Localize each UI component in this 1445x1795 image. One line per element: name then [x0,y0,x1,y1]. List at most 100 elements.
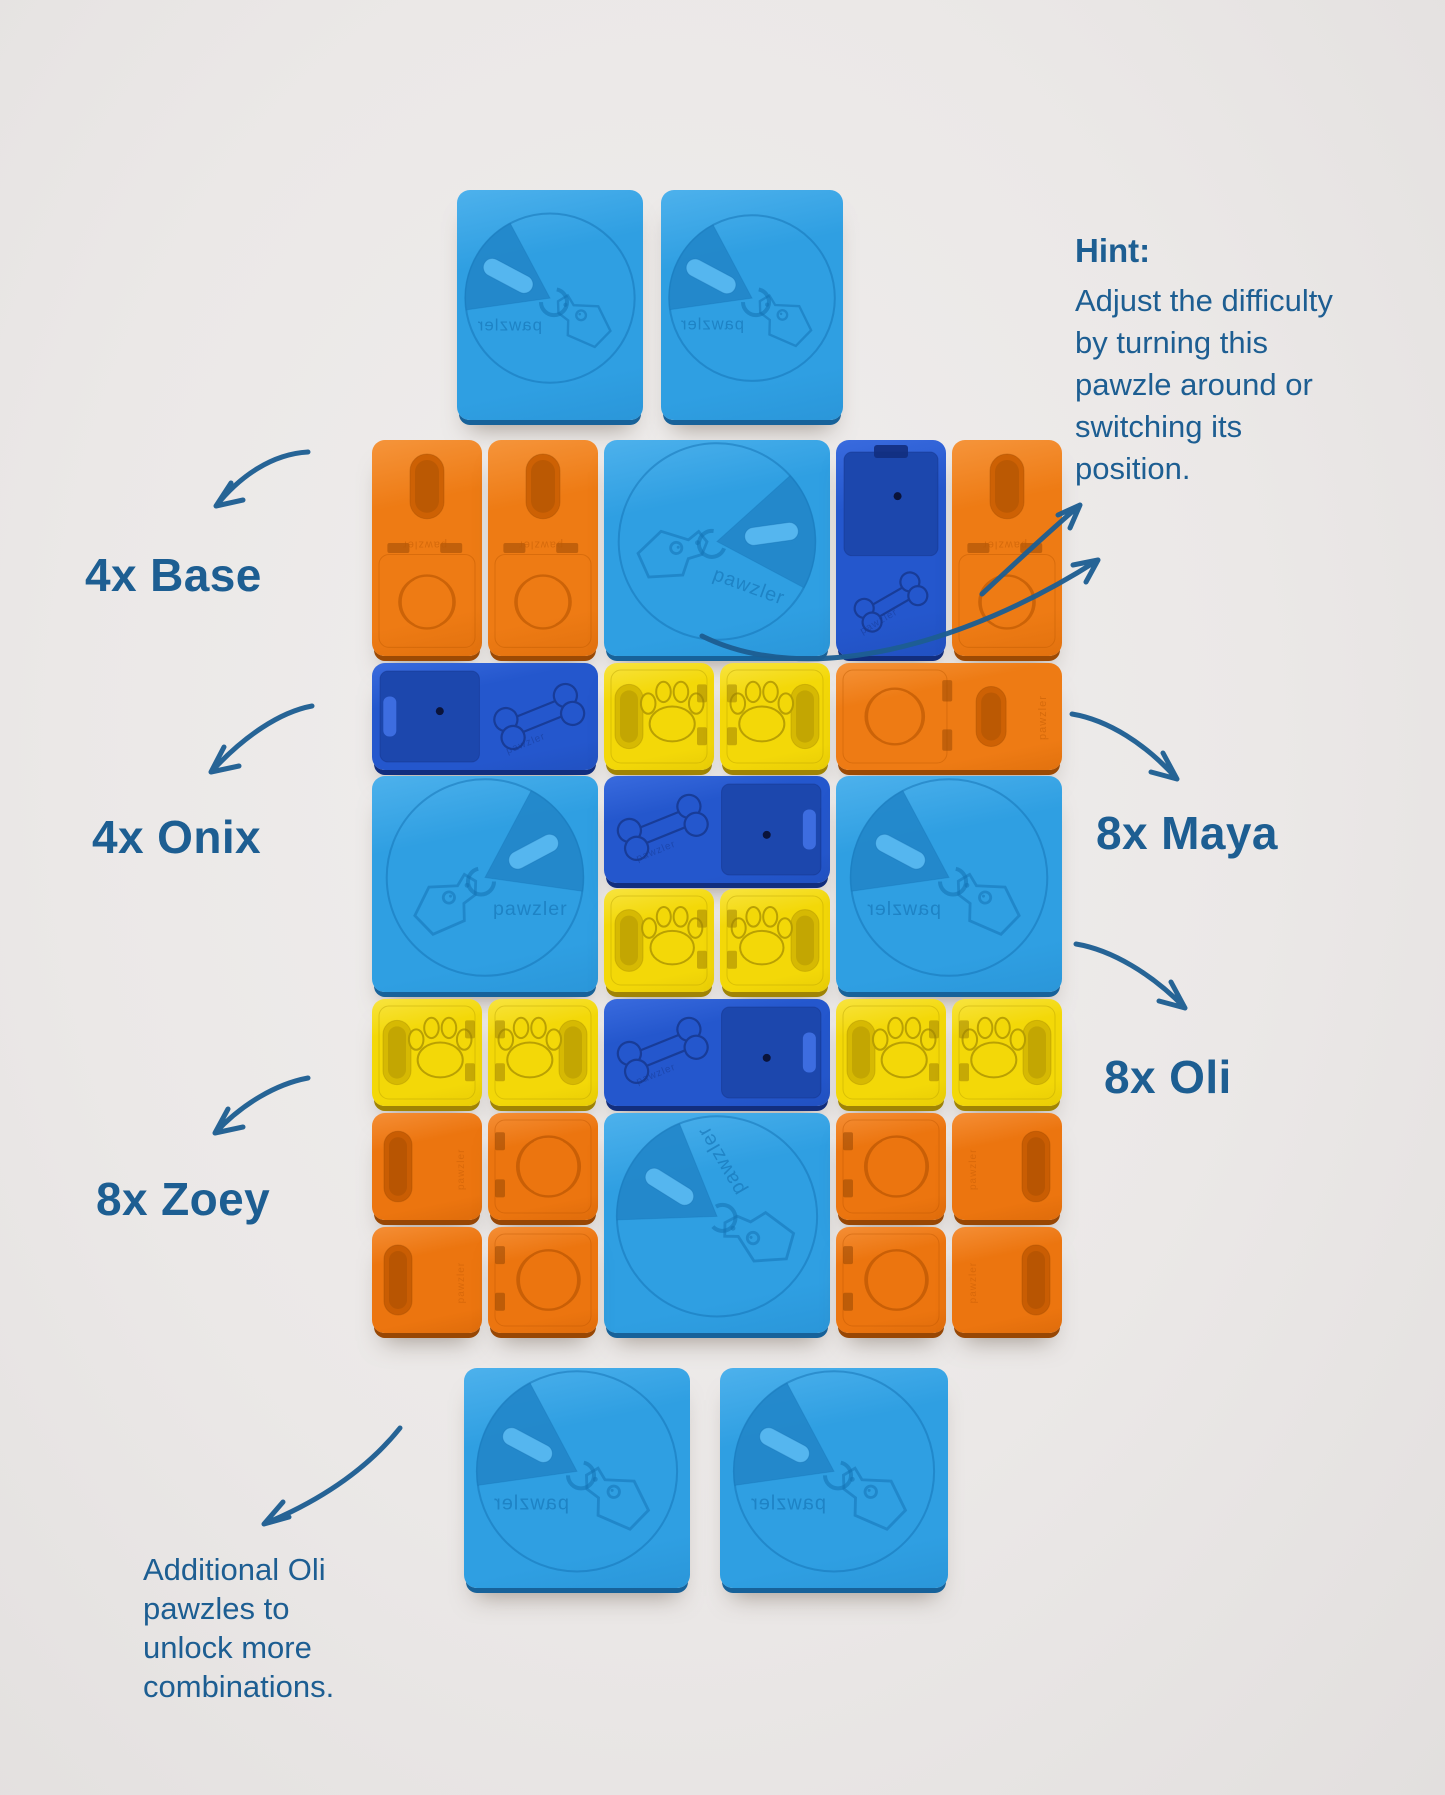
bone-icon [616,793,709,861]
tennis-ball-icon [864,687,926,746]
pawzle-zoey-piece: pawzler [372,1113,482,1220]
treat-slot [383,1130,413,1203]
tennis-ball-icon [516,1135,581,1198]
hint-line: position. [1075,451,1191,486]
hinge-icon [495,1292,505,1311]
pawzle-zoey-piece: pawzler [952,1113,1062,1220]
dial-handle [744,521,799,546]
pawzle-zoey-piece [836,1227,946,1333]
hinge-icon [929,1020,939,1039]
slide-handle [802,809,816,850]
treat-slot [1022,1019,1052,1086]
slide-handle [802,1032,816,1073]
pawzle-zoey-piece [488,1113,598,1220]
bone-icon [493,682,586,751]
pawzle-zoey-piece: pawzler [952,1227,1062,1333]
hint-line: by turning this [1075,325,1268,360]
dog-head-icon [585,1466,651,1531]
hinge-icon [556,543,579,553]
paw-print-icon [641,906,704,966]
pawzle-base-piece: pawzler [604,1113,830,1333]
pawzler-embossed-text: pawzler [968,1262,979,1303]
pawzle-zoey-piece [836,1113,946,1220]
hinge-icon [727,684,737,703]
arrow-to-note [261,1425,403,1527]
treat-slot [614,909,644,972]
note-line: pawzles to [143,1591,290,1626]
hinge-icon [697,909,707,928]
dial-handle [502,1427,553,1464]
tennis-ball-icon [514,574,572,630]
dog-head-icon [636,529,709,579]
hinge-icon [495,1132,505,1151]
hinge-icon [387,543,410,553]
hinge-icon [843,1179,853,1198]
paw-print-icon [729,680,795,743]
hinge-icon [727,727,737,746]
pawzler-embossed-text: pawzler [456,1262,467,1303]
pawzle-base-piece: pawzler [661,190,843,420]
hinge-icon [495,1063,505,1082]
pawzle-oli-piece [720,663,830,770]
hinge-icon [942,680,953,702]
pawzler-embossed-text: pawzler [456,1149,467,1190]
tennis-ball-icon [978,574,1036,630]
count-label-zoey: 8x Zoey [96,1173,271,1225]
hint-line: Adjust the difficulty [1075,283,1333,318]
pawzle-oli-piece [372,999,482,1106]
arrow-to-base [213,449,311,509]
hinge-icon [959,1063,969,1082]
note-line: unlock more [143,1630,312,1665]
arrow-to-zoey [212,1075,311,1136]
arrow-to-maya [1069,711,1180,782]
pawzle-base-piece: pawzler [372,776,598,992]
hint-text: Adjust the difficulty by turning this pawz… [1075,280,1333,490]
note-line: combinations. [143,1669,335,1704]
hinge-icon [929,1063,939,1082]
hinge-icon [959,1020,969,1039]
dial-handle [508,833,559,870]
tennis-ball-icon [398,574,456,630]
pawzler-embossed-text: pawzler [680,315,744,334]
count-label-oli: 8x Oli [1104,1051,1232,1103]
pawzle-zoey-piece: pawzler [372,1227,482,1333]
note-line: Additional Oli [143,1552,326,1587]
pawzler-embossed-text: pawzler [477,315,542,334]
treat-slot [1021,1244,1051,1316]
dog-head-icon [413,872,478,936]
bone-icon [616,1016,709,1084]
pawzle-base-piece: pawzler [836,776,1062,992]
treat-slot [1021,1130,1051,1203]
paw-print-icon [639,680,705,743]
hint-line: pawzle around or [1075,367,1313,402]
dial-handle [875,833,926,870]
treat-slot [975,686,1007,747]
pawzle-onix-piece: pawzler [836,440,946,656]
pawzler-embossed-text: pawzler [493,1492,569,1514]
pawzle-maya-piece: pawzler [372,440,482,656]
hinge-icon [727,950,737,969]
pawzle-maya-piece: pawzler [836,663,1062,770]
slide-handle [383,696,397,737]
rotating-dial: pawzler [385,778,585,977]
hinge-icon [465,1063,475,1082]
hinge-icon [495,1179,505,1198]
pawzler-embossed-text: pawzler [750,1492,826,1514]
hinge-icon [440,543,463,553]
dial-handle [644,1167,695,1206]
hinge-icon [843,1292,853,1311]
rotating-dial: pawzler [849,778,1049,977]
dog-head-icon [556,293,612,349]
pawzle-oli-piece [604,663,714,770]
rotating-dial: pawzler [732,1370,936,1573]
rotating-dial: pawzler [668,214,836,382]
tennis-ball-icon [864,1135,929,1198]
pawzler-embossed-text: pawzler [518,539,563,551]
dog-head-icon [842,1466,908,1531]
hinge-icon [942,729,953,751]
hinge-icon [495,1246,505,1265]
treat-slot [383,1244,413,1316]
arrow-to-oli [1073,941,1188,1011]
rotating-dial: pawzler [615,1115,819,1318]
